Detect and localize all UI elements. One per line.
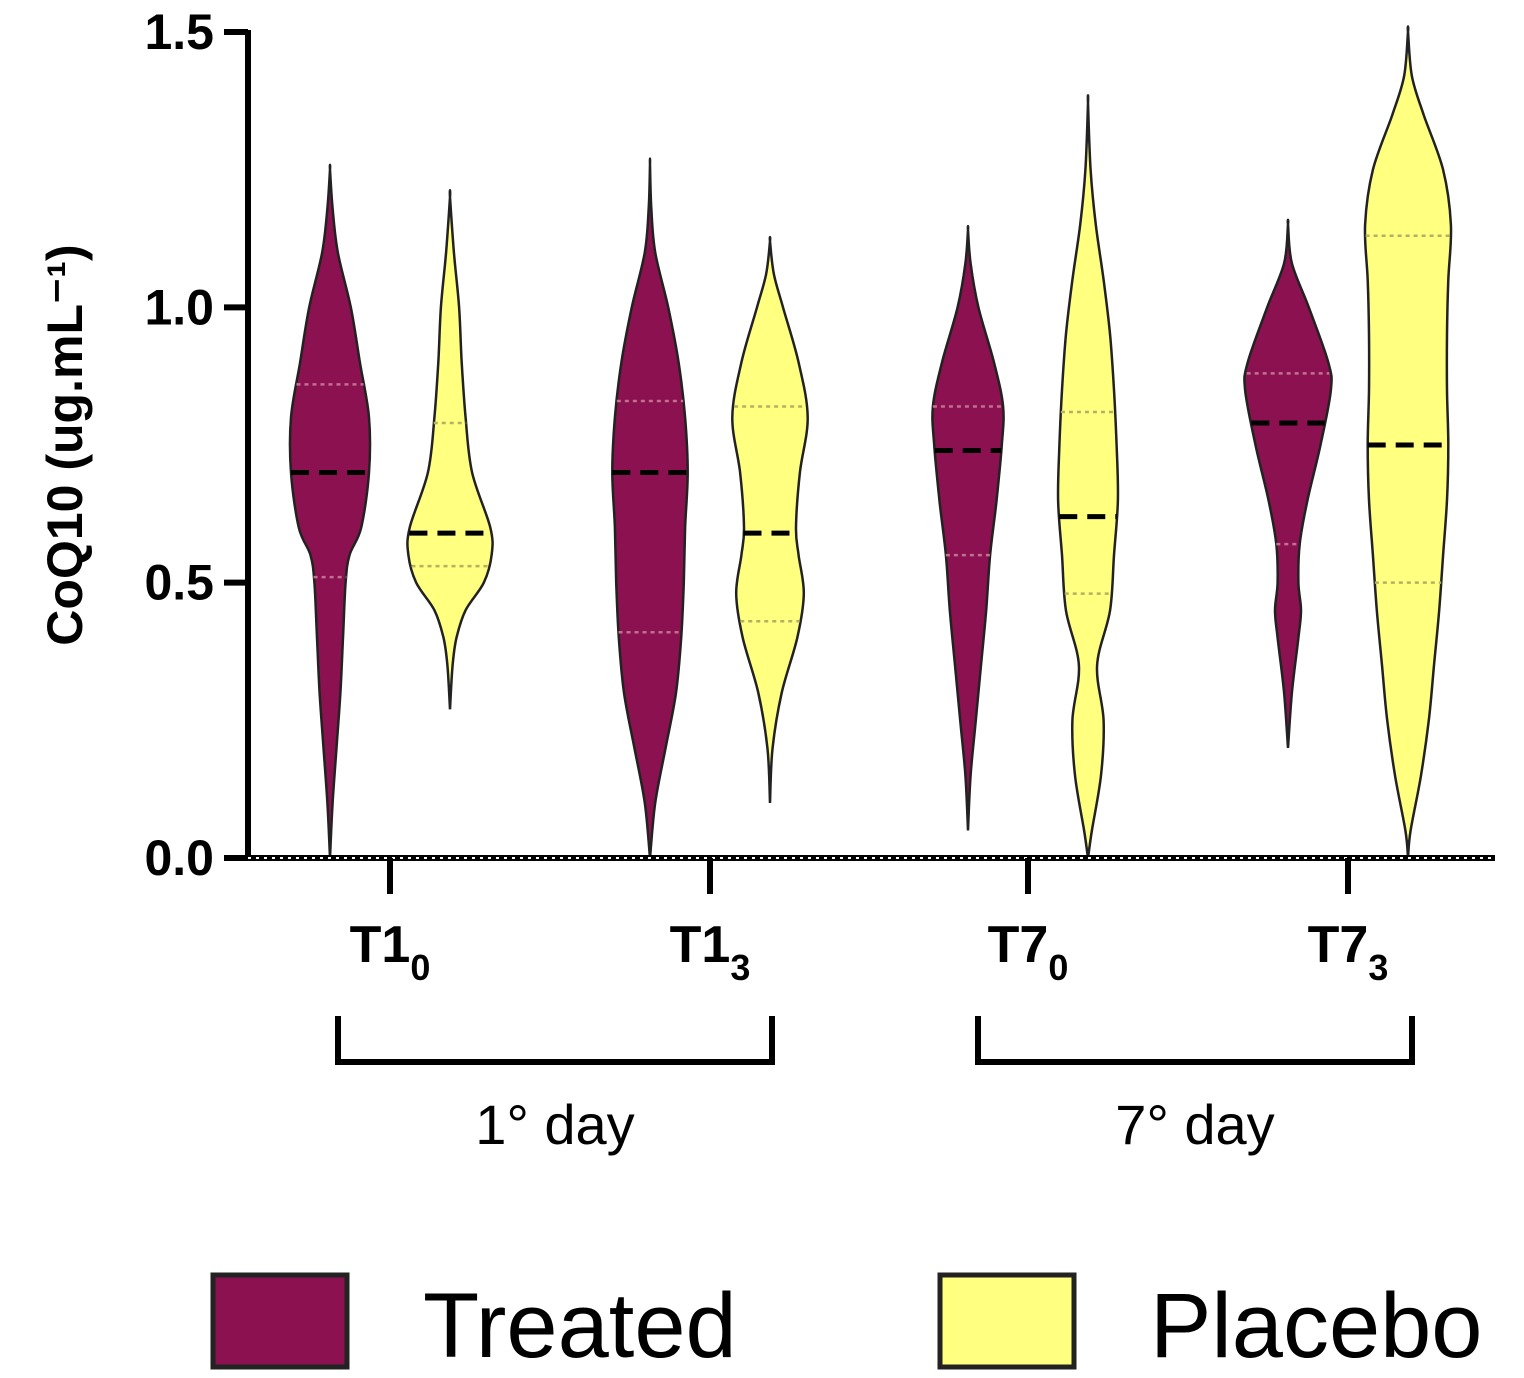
y-tick-label-1: 0.5 — [144, 555, 214, 611]
legend-swatch-placebo — [937, 1272, 1077, 1370]
violin-treated-1 — [288, 163, 372, 859]
x-tick-label-3: T73 — [1308, 916, 1389, 988]
y-tick-label-0: 0.0 — [144, 830, 214, 886]
axes-layer — [224, 29, 1495, 1065]
group-bracket-1 — [335, 1016, 775, 1065]
violin-placebo-4 — [1363, 25, 1453, 859]
x-tick-label-2: T70 — [988, 916, 1069, 988]
legend: Treated Placebo — [210, 1272, 1482, 1377]
labels-layer: 0.0 0.5 1.0 1.5 T10 T13 T70 T73 1° day 7° day CoQ1… — [37, 4, 1388, 1156]
y-axis-title: CoQ10 (ug.mL⁻¹) — [37, 244, 93, 645]
violin-placebo-3 — [1056, 94, 1120, 859]
group-label-2: 7° day — [1115, 1093, 1274, 1156]
violin-treated-2 — [611, 157, 689, 859]
group-bracket-2 — [975, 1016, 1415, 1065]
violin-treated-4 — [1243, 218, 1333, 748]
violin-treated-3 — [931, 224, 1005, 831]
y-tick-label-3: 1.5 — [144, 4, 214, 60]
violins-layer — [288, 25, 1453, 859]
x-tick-label-1: T13 — [670, 916, 751, 988]
violin-placebo-2 — [731, 235, 809, 803]
y-tick-label-2: 1.0 — [144, 279, 214, 335]
group-label-1: 1° day — [475, 1093, 634, 1156]
legend-label-treated: Treated — [423, 1275, 737, 1377]
violin-placebo-1 — [406, 189, 494, 710]
x-tick-label-0: T10 — [350, 916, 431, 988]
legend-swatch-treated — [210, 1272, 350, 1370]
legend-label-placebo: Placebo — [1150, 1275, 1482, 1377]
